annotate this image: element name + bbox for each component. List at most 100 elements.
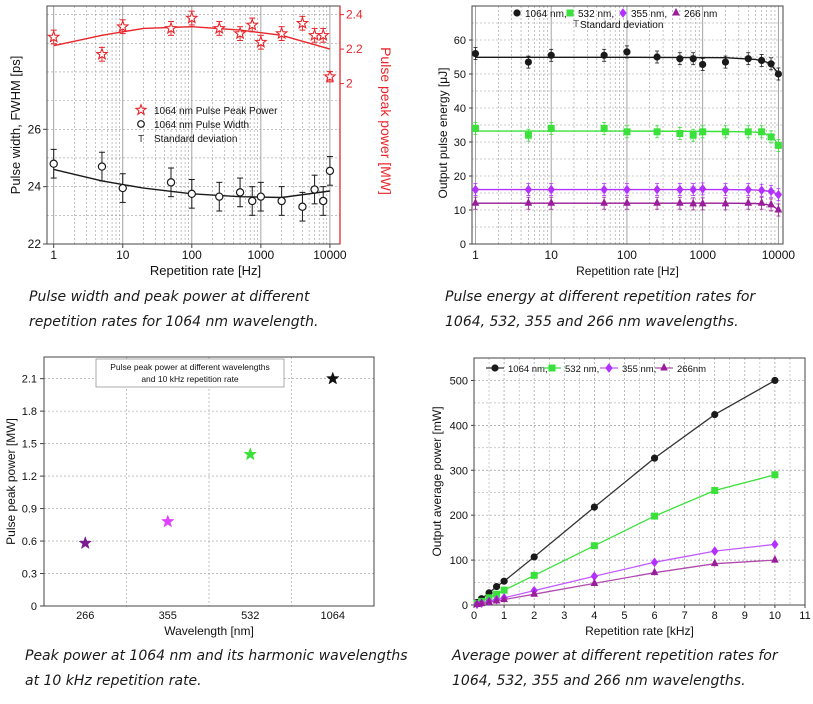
data-point: [256, 192, 266, 201]
x-tick-label: 10000: [762, 248, 796, 262]
caption-line: 1064, 532, 355 and 266 nm wavelengths.: [445, 314, 739, 330]
data-point: [166, 178, 176, 187]
x-axis-label: Repetition rate [kHz]: [585, 624, 694, 638]
y-tick-label: 40: [454, 103, 466, 115]
legend-label: 1064 nm Pulse Peak Power: [154, 106, 278, 117]
data-point: [774, 141, 782, 149]
data-point: [623, 128, 631, 136]
data-point: [711, 546, 719, 556]
legend: 1064 nm, 532 nm, 355 nm, 266nm: [486, 362, 706, 375]
y-tick-label: 10: [454, 205, 466, 217]
data-point: [185, 11, 199, 24]
x-tick-label: 10: [545, 248, 559, 262]
legend-label: Standard deviation: [580, 20, 663, 31]
data-point: [600, 124, 608, 132]
data-point: [277, 196, 286, 206]
data-point: [653, 53, 661, 61]
y-tick-label: 0: [460, 239, 466, 251]
data-point: [623, 198, 631, 206]
legend-marker: [137, 120, 145, 128]
data-point: [547, 198, 556, 206]
data-point: [485, 597, 493, 605]
y-axis-label-right: Pulse peak power [MW]: [378, 47, 394, 195]
data-point: [774, 189, 783, 200]
data-point: [767, 133, 775, 141]
data-point-star: [325, 371, 340, 385]
y-axis-label: Pulse peak power [MW]: [4, 418, 18, 545]
data-point: [651, 512, 659, 520]
data-point: [547, 184, 555, 195]
data-point: [524, 131, 532, 139]
legend-marker: T: [573, 19, 579, 30]
data-point: [689, 198, 698, 207]
data-point: [492, 595, 501, 604]
data-point-star: [160, 514, 175, 528]
legend-label: 355 nm,: [622, 364, 656, 375]
data-point: [547, 51, 555, 59]
data-point: [699, 184, 707, 194]
y-tick-label: 300: [450, 465, 468, 477]
data-point: [319, 196, 328, 206]
legend: 1064 nm Pulse Peak Power 1064 nm Pulse Wi…: [134, 103, 278, 145]
x-tick-label: 6: [651, 610, 657, 622]
legend-label: Standard deviation: [154, 134, 237, 145]
data-point: [771, 539, 779, 550]
data-point: [590, 503, 598, 511]
data-point: [650, 567, 659, 576]
data-point: [325, 166, 335, 176]
chart-pulse-energy: 1 10 100 1000 10000 0 10 20 30 40 50 60 Repetition r…: [436, 5, 796, 278]
data-point: [757, 198, 766, 206]
data-point: [547, 124, 555, 132]
y2-tick-label: 2: [346, 77, 353, 91]
plot-frame: [473, 357, 806, 606]
data-point: [248, 196, 257, 206]
data-point: [590, 542, 598, 550]
data-point: [676, 198, 684, 206]
y-tick-label: 24: [28, 180, 42, 194]
legend-marker: [134, 103, 148, 116]
data-point: [698, 198, 707, 207]
data-point: [757, 185, 766, 196]
series-line: [476, 543, 775, 605]
legend: 1064 nm, 532 nm, 355 nm, 266 nm T Standard de…: [513, 7, 717, 31]
legend-marker: [513, 9, 521, 17]
data-point: [721, 198, 730, 207]
caption-line: Pulse width and peak power at different: [29, 289, 310, 305]
y-tick-label: 30: [454, 137, 466, 149]
data-point: [744, 184, 752, 195]
data-point: [767, 60, 775, 68]
y-tick-label: 26: [28, 122, 42, 136]
data-point: [689, 184, 697, 195]
data-point: [650, 557, 659, 568]
y-tick-label: 200: [450, 510, 468, 522]
data-point: [471, 198, 480, 206]
plot-frame: [43, 356, 375, 607]
caption-line: at 10 kHz repetition rate.: [25, 673, 202, 689]
legend-marker: [605, 363, 613, 373]
y-tick-label: 1.2: [22, 471, 37, 483]
data-point: [116, 19, 130, 33]
caption-peak-power: Peak power at 1064 nm and its harmonic w…: [25, 644, 408, 694]
x-tick-label: 266: [76, 610, 94, 622]
data-point: [500, 586, 508, 594]
y-tick-label: 0.6: [22, 536, 37, 548]
legend-marker: [672, 7, 680, 16]
data-point: [471, 49, 480, 58]
data-point: [500, 577, 508, 585]
data-point: [689, 131, 697, 139]
data-point: [524, 184, 533, 195]
data-point: [530, 571, 538, 579]
data-point: [600, 198, 608, 206]
data-point: [471, 124, 479, 132]
data-point: [711, 410, 719, 419]
data-point: [699, 60, 707, 69]
data-point: [118, 183, 127, 193]
data-point: [245, 17, 260, 31]
data-point: [653, 198, 661, 206]
y-tick-label: 1.5: [22, 439, 37, 451]
legend-label: 266 nm: [684, 9, 717, 20]
data-point: [254, 35, 268, 48]
caption-line: Pulse energy at different repetition rat…: [445, 289, 756, 305]
data-point: [771, 554, 779, 563]
x-tick-label: 2: [531, 610, 537, 622]
